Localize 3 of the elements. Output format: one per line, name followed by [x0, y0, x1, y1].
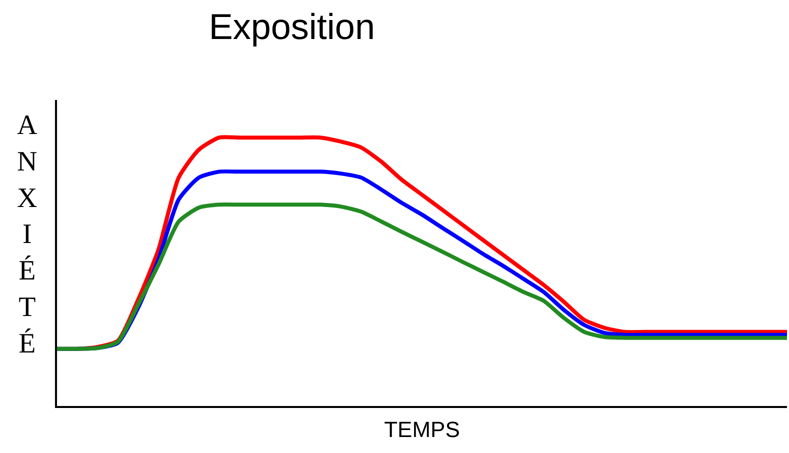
chart-title: Exposition — [208, 6, 375, 47]
y-axis-title: ANXIÉTÉ — [17, 110, 38, 360]
x-axis-title: TEMPS — [384, 416, 460, 442]
